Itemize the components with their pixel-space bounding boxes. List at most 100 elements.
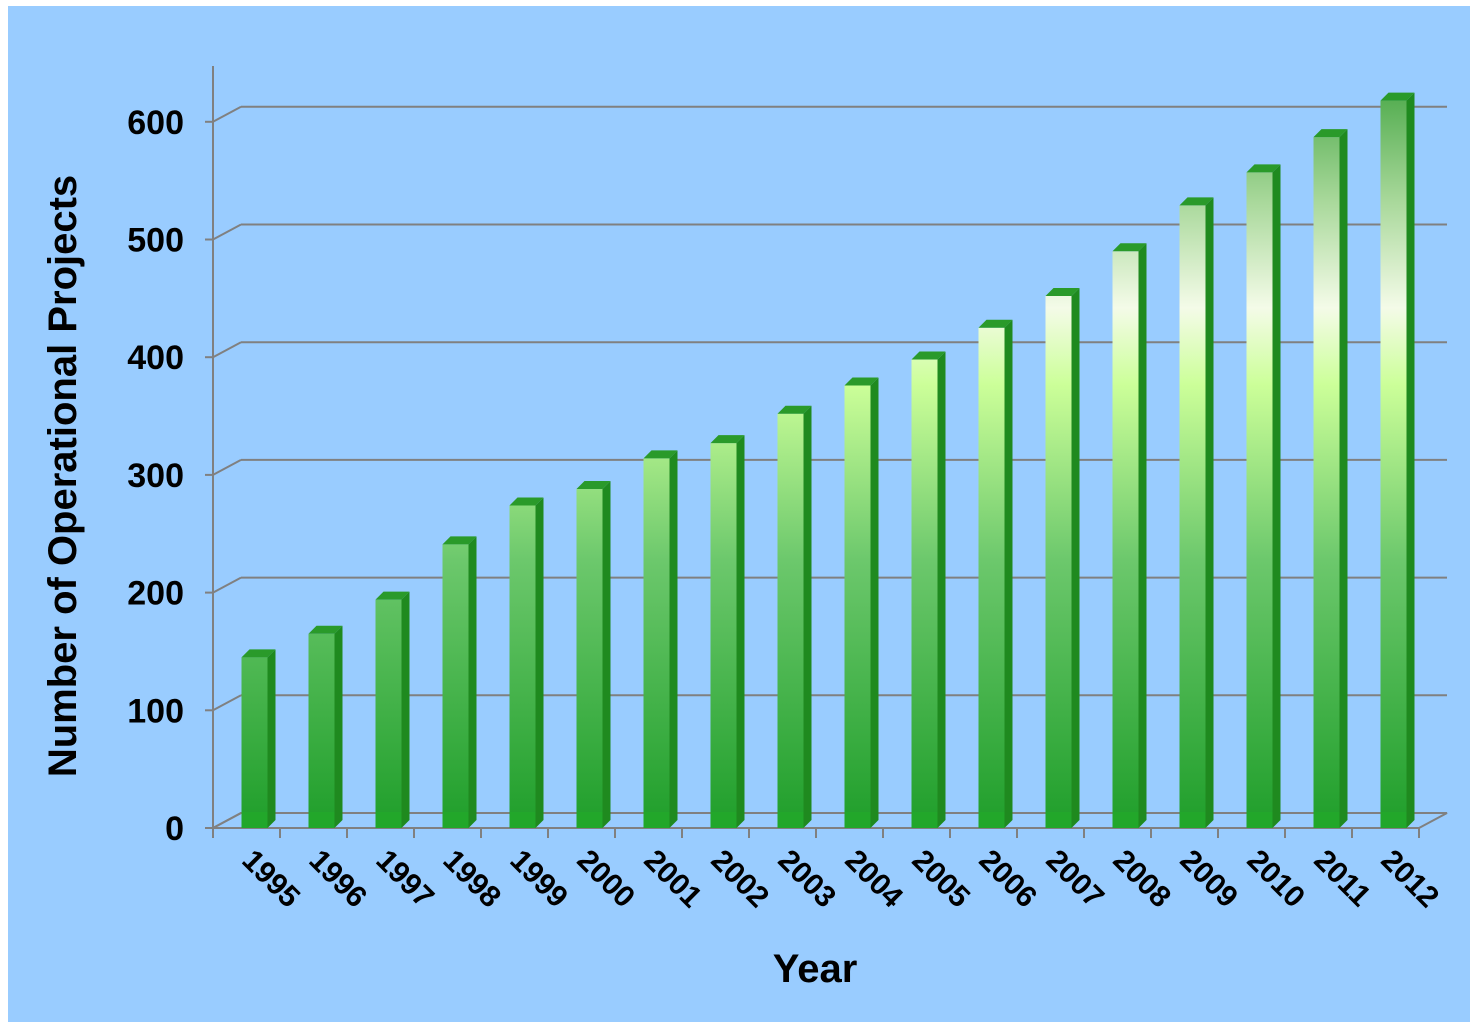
- gridline-depth: [212, 341, 242, 359]
- bar: [241, 649, 276, 828]
- bar-side: [1004, 319, 1013, 828]
- bar-front: [576, 489, 603, 828]
- bar-base: [1380, 812, 1407, 828]
- bar-base: [777, 812, 804, 828]
- x-tick-label: 2001: [638, 844, 709, 915]
- bar-front: [1380, 100, 1407, 828]
- bar-base: [643, 812, 670, 828]
- bar-top: [308, 625, 343, 634]
- bar-base: [1313, 812, 1340, 828]
- bar-side: [937, 351, 946, 828]
- bar-front: [844, 385, 871, 828]
- bar-base: [844, 812, 871, 828]
- bar-top: [911, 351, 946, 360]
- bar-top: [1112, 243, 1147, 252]
- bar-front: [978, 327, 1005, 828]
- x-tick-label: 2004: [839, 844, 910, 915]
- gridline-depth: [212, 694, 242, 712]
- bar-base: [576, 812, 603, 828]
- x-tick-label: 2009: [1174, 844, 1245, 915]
- y-tick-label: 200: [127, 575, 184, 613]
- bar-side: [468, 536, 477, 828]
- x-tick-label: 2012: [1375, 844, 1446, 915]
- bar: [844, 377, 879, 828]
- bar: [777, 405, 812, 828]
- bar: [1380, 92, 1415, 828]
- y-tick-label: 600: [127, 104, 184, 142]
- y-axis-title: Number of Operational Projects: [41, 175, 85, 777]
- y-tick-label: 400: [127, 339, 184, 377]
- y-tick-label: 500: [127, 222, 184, 260]
- x-tick-label: 1998: [437, 844, 508, 915]
- bar-top: [777, 405, 812, 414]
- bar-front: [1313, 137, 1340, 828]
- bar-side: [535, 497, 544, 828]
- bar-base: [308, 812, 335, 828]
- bar-top: [1045, 287, 1080, 296]
- x-tick-label: 2006: [973, 844, 1044, 915]
- y-tick-label: 300: [127, 457, 184, 495]
- bar-top: [241, 649, 276, 658]
- y-tick-label: 0: [165, 810, 184, 848]
- axes: [205, 66, 1448, 838]
- bar-side: [334, 625, 343, 828]
- bar-front: [911, 359, 938, 828]
- bar-base: [978, 812, 1005, 828]
- bar-base: [375, 812, 402, 828]
- x-tick-label: 1999: [504, 844, 575, 915]
- bar-side: [1071, 287, 1080, 829]
- bar-side: [1138, 243, 1147, 828]
- bar: [576, 481, 611, 828]
- x-tick-label: 1997: [370, 844, 441, 915]
- bar-base: [911, 812, 938, 828]
- bar-top: [844, 377, 879, 386]
- gridline-depth: [212, 105, 242, 123]
- bar-base: [241, 812, 268, 828]
- bar-front: [710, 443, 737, 828]
- bar-top: [576, 481, 611, 490]
- bar-top: [1179, 197, 1214, 206]
- bar-base: [1246, 812, 1273, 828]
- bar-side: [736, 435, 745, 828]
- gridline-depth: [212, 576, 242, 594]
- x-tick-label: 2000: [571, 844, 642, 915]
- y-tick-labels: 0 100 200 300 400 500 600: [127, 104, 184, 848]
- bar-top: [978, 319, 1013, 328]
- bar-base: [509, 812, 536, 828]
- bar-side: [870, 377, 879, 828]
- bar-top: [1246, 164, 1281, 173]
- x-tick-label: 2007: [1040, 844, 1111, 915]
- bar-front: [1112, 251, 1139, 828]
- x-tick-label: 2010: [1241, 844, 1312, 915]
- bar: [643, 450, 678, 828]
- bar-side: [602, 481, 611, 828]
- x-axis-title: Year: [773, 947, 858, 991]
- bar: [442, 536, 477, 828]
- bar: [1246, 164, 1281, 828]
- bar-front: [1045, 295, 1072, 829]
- bar-top: [442, 536, 477, 545]
- x-tick-label: 2005: [906, 844, 977, 915]
- bar-side: [803, 405, 812, 828]
- bar-top: [643, 450, 678, 459]
- bar-base: [1045, 812, 1072, 828]
- x-tick-label: 2003: [772, 844, 843, 915]
- bar-base: [1112, 812, 1139, 828]
- bar-front: [308, 633, 335, 828]
- bar-side: [1205, 197, 1214, 828]
- bar: [308, 625, 343, 828]
- bar-top: [1313, 129, 1348, 138]
- bar-side: [1406, 92, 1415, 828]
- x-tick-label: 2008: [1107, 844, 1178, 915]
- bar-top: [1380, 92, 1415, 101]
- bar-side: [669, 450, 678, 828]
- gridline-depth: [212, 223, 242, 241]
- bar-front: [375, 599, 402, 828]
- bar-side: [267, 649, 276, 828]
- bar-side: [1272, 164, 1281, 828]
- bar: [710, 435, 745, 828]
- bar-front: [442, 544, 469, 828]
- bar-front: [241, 657, 268, 828]
- x-tick-label: 2002: [705, 844, 776, 915]
- x-tick-labels: 1995199619971998199920002001200220032004…: [236, 844, 1446, 915]
